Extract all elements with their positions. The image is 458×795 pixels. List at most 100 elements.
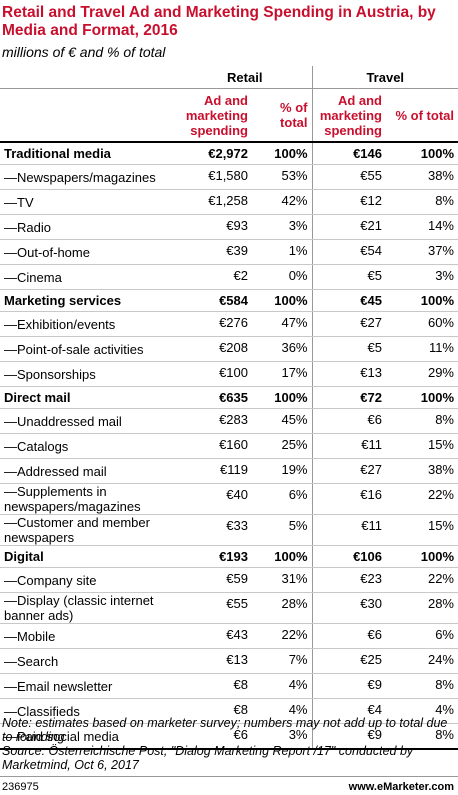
row: —Out-of-home €39 1% €54 37% xyxy=(0,239,458,265)
cell: €584 xyxy=(178,289,252,312)
cell: 37% xyxy=(386,239,458,265)
cell: €9 xyxy=(311,673,386,699)
row: —Search €13 7% €25 24% xyxy=(0,648,458,674)
row-label: —Exhibition/events xyxy=(0,311,178,337)
cell: €106 xyxy=(311,545,386,568)
row: —Unaddressed mail €283 45% €6 8% xyxy=(0,408,458,434)
row: —Email newsletter €8 4% €9 8% xyxy=(0,673,458,699)
column-header: % of total xyxy=(386,88,458,143)
row-label: —Mobile xyxy=(0,623,178,649)
cell: 100% xyxy=(252,142,312,165)
subtitle: millions of € and % of total xyxy=(2,44,166,60)
chart-id: 236975 xyxy=(2,781,39,793)
cell: 45% xyxy=(252,408,312,434)
cell: 47% xyxy=(252,311,312,337)
row-label: —Sponsorships xyxy=(0,361,178,387)
section-label: Digital xyxy=(0,545,178,568)
cell: €11 xyxy=(311,514,386,546)
cell: €119 xyxy=(178,458,252,484)
cell: €6 xyxy=(311,623,386,649)
cell: 42% xyxy=(252,189,312,215)
cell: 100% xyxy=(386,545,458,568)
row-label: —Radio xyxy=(0,214,178,240)
cell: 8% xyxy=(386,673,458,699)
row: —Addressed mail €119 19% €27 38% xyxy=(0,458,458,484)
cell: 25% xyxy=(252,433,312,459)
row: —Radio €93 3% €21 14% xyxy=(0,214,458,240)
section-row: Marketing services €584 100% €45 100% xyxy=(0,289,458,312)
section-row: Direct mail €635 100% €72 100% xyxy=(0,386,458,409)
cell: 8% xyxy=(386,408,458,434)
cell: 4% xyxy=(252,698,312,724)
row-label: —Customer and member newspapers xyxy=(0,514,178,546)
cell: €16 xyxy=(311,483,386,515)
row-label: —Newspapers/magazines xyxy=(0,164,178,190)
row: —Supplements in newspapers/magazines €40 6… xyxy=(0,483,458,515)
cell: €276 xyxy=(178,311,252,337)
cell: 11% xyxy=(386,336,458,362)
cell: €39 xyxy=(178,239,252,265)
row: —Company site €59 31% €23 22% xyxy=(0,567,458,593)
cell: €6 xyxy=(178,723,252,750)
cell: €146 xyxy=(311,142,386,165)
cell: 19% xyxy=(252,458,312,484)
cell: €93 xyxy=(178,214,252,240)
row: —Point-of-sale activities €208 36% €5 11% xyxy=(0,336,458,362)
cell: 3% xyxy=(386,264,458,290)
row-label: —Catalogs xyxy=(0,433,178,459)
cell: 60% xyxy=(386,311,458,337)
cell: €55 xyxy=(311,164,386,190)
column-header: Ad and marketing spending xyxy=(178,88,252,143)
cell: €2 xyxy=(178,264,252,290)
cell: 24% xyxy=(386,648,458,674)
section-label: Direct mail xyxy=(0,386,178,409)
cell: €160 xyxy=(178,433,252,459)
cell: 8% xyxy=(386,189,458,215)
cell: 15% xyxy=(386,433,458,459)
row-label: —Cinema xyxy=(0,264,178,290)
cell: 22% xyxy=(386,567,458,593)
cell: €1,580 xyxy=(178,164,252,190)
row: —Sponsorships €100 17% €13 29% xyxy=(0,361,458,387)
cell: 7% xyxy=(252,648,312,674)
cell: €283 xyxy=(178,408,252,434)
note: Note: estimates based on marketer survey… xyxy=(2,716,448,744)
cell: 28% xyxy=(252,592,312,624)
row-label: —Supplements in newspapers/magazines xyxy=(0,483,178,515)
row-label: —Search xyxy=(0,648,178,674)
section-row: Digital €193 100% €106 100% xyxy=(0,545,458,568)
cell: 28% xyxy=(386,592,458,624)
row: —Mobile €43 22% €6 6% xyxy=(0,623,458,649)
cell: €6 xyxy=(311,408,386,434)
cell: 5% xyxy=(252,514,312,546)
row-label: —Paid social media xyxy=(0,723,178,750)
cell: €100 xyxy=(178,361,252,387)
cell: 4% xyxy=(386,698,458,724)
cell: €8 xyxy=(178,673,252,699)
column-header: % of total xyxy=(252,88,312,143)
cell: €55 xyxy=(178,592,252,624)
cell: €12 xyxy=(311,189,386,215)
row: —Classifieds €8 4% €4 4% xyxy=(0,698,458,724)
cell: 100% xyxy=(386,142,458,165)
table: Retail Travel Ad and marketing spending% … xyxy=(0,66,458,750)
cell: 53% xyxy=(252,164,312,190)
cell: €4 xyxy=(311,698,386,724)
row-label: —Addressed mail xyxy=(0,458,178,484)
cell: 1% xyxy=(252,239,312,265)
cell: 14% xyxy=(386,214,458,240)
cell: 6% xyxy=(252,483,312,515)
cell: €21 xyxy=(311,214,386,240)
group-header: Travel xyxy=(311,66,458,89)
cell: 15% xyxy=(386,514,458,546)
cell: €23 xyxy=(311,567,386,593)
title: Retail and Travel Ad and Marketing Spend… xyxy=(2,4,436,39)
cell: €193 xyxy=(178,545,252,568)
cell: €9 xyxy=(311,723,386,750)
cell: 3% xyxy=(252,214,312,240)
cell: €208 xyxy=(178,336,252,362)
cell: 38% xyxy=(386,164,458,190)
row-label: —Display (classic internet banner ads) xyxy=(0,592,178,624)
cell: 29% xyxy=(386,361,458,387)
